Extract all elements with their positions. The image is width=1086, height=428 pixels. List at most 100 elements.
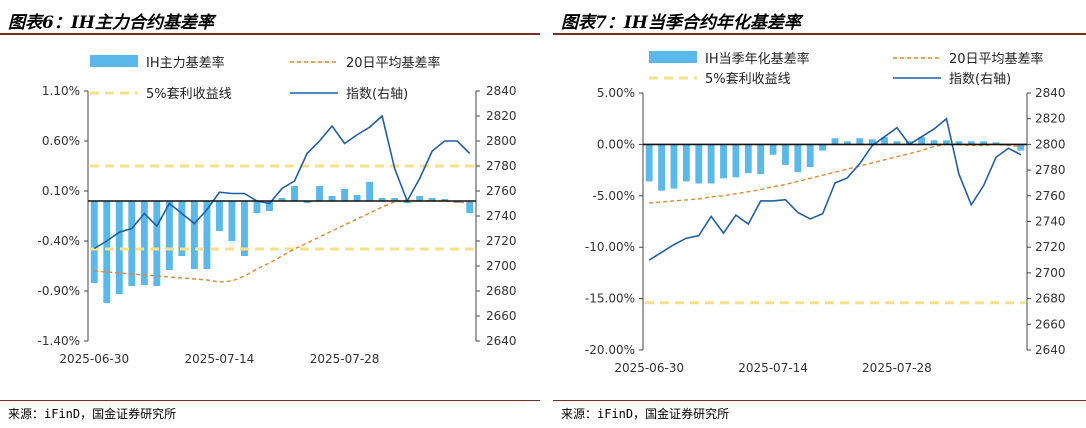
avg-basis-line xyxy=(649,143,1021,204)
right-axis-tick-label: 2820 xyxy=(486,109,517,123)
right-axis-tick-label: 2700 xyxy=(486,259,517,273)
basis-bar xyxy=(428,198,436,201)
basis-bar xyxy=(707,144,715,184)
basis-bar xyxy=(103,201,111,303)
legend: IH主力基差率 20日平均基差率 5%套利收益线 指数(右轴) xyxy=(90,55,441,102)
source-rule xyxy=(553,400,1086,401)
basis-bar xyxy=(266,201,273,211)
panel-basis-main: 图表6：IH主力合约基差率 1.10% 0.60% 0.10% -0.40% -0.90… xyxy=(0,0,540,428)
right-axis-tick-label: 2840 xyxy=(1035,86,1066,100)
basis-bar xyxy=(658,144,665,191)
right-axis-tick-label: 2660 xyxy=(1035,317,1066,331)
basis-bar xyxy=(416,196,424,201)
basis-bar xyxy=(203,201,211,269)
left-axis-tick-label: -15.00% xyxy=(585,292,635,306)
basis-bar xyxy=(744,144,752,174)
basis-bar xyxy=(90,201,98,283)
legend-label: IH当季年化基差率 xyxy=(705,51,810,67)
left-axis-tick-label: 0.60% xyxy=(42,134,80,148)
basis-bar xyxy=(1017,144,1025,151)
basis-bar xyxy=(806,144,814,168)
basis-bar xyxy=(831,138,839,145)
basis-bar xyxy=(918,137,926,145)
legend-label: 20日平均基差率 xyxy=(346,55,441,71)
basis-bar xyxy=(178,201,186,256)
basis-bar xyxy=(341,189,349,201)
panel-basis-quarterly: 图表7：IH当季合约年化基差率 5.00% 0.00% -5.00% -10.00% -… xyxy=(553,0,1086,428)
x-axis-tick-label: 2025-07-14 xyxy=(738,361,808,375)
right-axis-tick-label: 2680 xyxy=(1035,292,1066,306)
left-axis-tick-label: -0.40% xyxy=(38,234,80,248)
basis-bar xyxy=(955,141,963,145)
right-axis-tick-label: 2640 xyxy=(486,334,517,348)
legend: IH当季年化基差率 20日平均基差率 5%套利收益线 指数(右轴) xyxy=(649,51,1044,87)
legend-swatch-bar xyxy=(90,55,138,67)
right-axis-tick-label: 2740 xyxy=(486,209,517,223)
legend-label: 20日平均基差率 xyxy=(949,51,1044,67)
left-axis-tick-label: 0.00% xyxy=(597,137,635,151)
basis-bar xyxy=(253,201,261,213)
basis-bar xyxy=(905,141,913,145)
basis-bar xyxy=(843,141,851,145)
basis-bar xyxy=(757,144,765,175)
left-axis-tick-label: 0.10% xyxy=(42,184,80,198)
right-axis-tick-label: 2700 xyxy=(1035,266,1066,280)
index-line xyxy=(648,117,1022,261)
basis-bar xyxy=(682,144,690,182)
basis-bar xyxy=(930,140,938,145)
basis-bar xyxy=(980,141,988,145)
left-axis-tick-label: -0.90% xyxy=(38,284,80,298)
chart-title: 图表6：IH主力合约基差率 xyxy=(8,13,214,33)
legend-label: 5%套利收益线 xyxy=(146,86,232,102)
left-axis-tick-label: -1.40% xyxy=(38,334,80,348)
title-rule xyxy=(0,33,540,35)
basis-bar xyxy=(732,144,740,178)
right-axis-tick-label: 2800 xyxy=(1035,137,1066,151)
source-rule xyxy=(0,400,540,401)
right-axis-tick-label: 2720 xyxy=(1035,240,1066,254)
basis-main-chart: 1.10% 0.60% 0.10% -0.40% -0.90% -1.40% 2840 282… xyxy=(38,55,517,366)
basis-bar xyxy=(782,144,789,165)
right-axis-tick-label: 2780 xyxy=(1035,163,1066,177)
x-axis-tick-label: 2025-06-30 xyxy=(614,361,684,375)
basis-bar xyxy=(466,201,474,213)
x-axis-tick-label: 2025-07-28 xyxy=(310,352,380,366)
left-axis-tick-label: -10.00% xyxy=(585,240,635,254)
basis-bar xyxy=(165,201,173,270)
avg-basis-line xyxy=(94,199,470,283)
basis-bar xyxy=(819,144,827,151)
basis-bar xyxy=(215,201,223,231)
basis-bar xyxy=(868,139,876,145)
right-axis-tick-label: 2800 xyxy=(486,134,517,148)
right-axis-tick-label: 2820 xyxy=(1035,112,1066,126)
basis-bar xyxy=(366,182,374,201)
basis-bar xyxy=(645,144,653,182)
left-axis-tick-label: 5.00% xyxy=(597,86,635,100)
source-note: 来源：iFinD，国金证券研究所 xyxy=(8,407,177,421)
right-axis-tick-label: 2720 xyxy=(486,234,517,248)
legend-label: IH主力基差率 xyxy=(146,55,225,71)
basis-bar xyxy=(943,140,950,145)
source-note: 来源：iFinD，国金证券研究所 xyxy=(561,407,730,421)
right-axis-tick-label: 2660 xyxy=(486,309,517,323)
left-axis-tick-label: 1.10% xyxy=(42,84,80,98)
right-axis-tick-label: 2680 xyxy=(486,284,517,298)
legend-swatch-bar xyxy=(649,51,697,63)
basis-bar xyxy=(328,196,336,201)
basis-bar xyxy=(278,198,286,201)
basis-bar xyxy=(128,201,136,286)
left-axis-tick-label: -5.00% xyxy=(593,189,635,203)
left-axis-tick-label: -20.00% xyxy=(585,343,635,357)
basis-bar xyxy=(992,142,1000,145)
basis-bar xyxy=(881,137,888,145)
basis-bar xyxy=(140,201,148,285)
legend-label: 指数(右轴) xyxy=(949,72,1011,87)
basis-bar xyxy=(391,198,399,201)
basis-bar xyxy=(794,144,802,173)
basis-quarterly-chart: 5.00% 0.00% -5.00% -10.00% -15.00% -20.00% 284… xyxy=(585,51,1066,375)
basis-bar xyxy=(769,144,777,155)
basis-bar xyxy=(967,141,975,145)
right-axis-tick-label: 2840 xyxy=(486,84,517,98)
basis-bar xyxy=(153,201,161,286)
right-axis-tick-label: 2760 xyxy=(1035,189,1066,203)
